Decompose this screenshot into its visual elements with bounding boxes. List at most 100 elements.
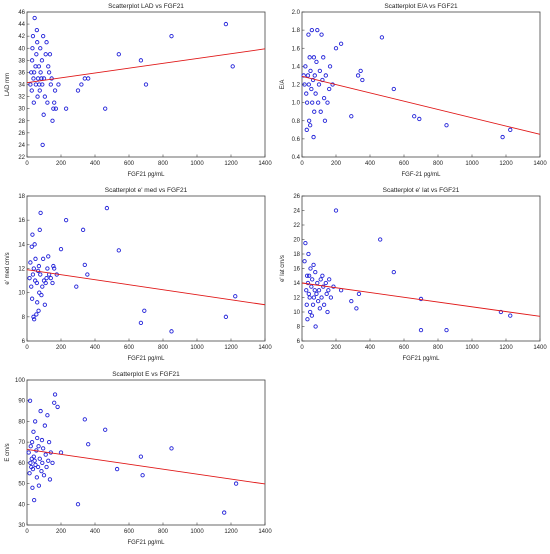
x-tick-label: 600: [124, 529, 135, 535]
x-tick-label: 200: [56, 529, 67, 535]
chart-title: Scatterplot E vs FGF21: [112, 371, 180, 378]
data-point: [338, 41, 344, 46]
y-tick-label: 24: [293, 209, 300, 215]
y-tick-label: 18: [293, 252, 300, 258]
data-point: [34, 475, 40, 480]
data-point: [27, 398, 33, 403]
data-point: [304, 302, 309, 307]
data-point: [308, 266, 313, 271]
data-point: [302, 82, 307, 87]
data-point: [35, 300, 40, 305]
data-point: [31, 429, 36, 434]
data-point: [35, 94, 40, 99]
data-point: [324, 291, 329, 297]
x-tick-label: 0: [300, 161, 304, 167]
data-point: [39, 76, 44, 81]
data-point: [309, 284, 314, 289]
x-axis-label: FGF21 pg/mL: [402, 356, 440, 362]
y-tick-label: 40: [18, 46, 25, 52]
data-point: [379, 35, 385, 40]
y-tick-label: 28: [18, 119, 25, 125]
y-tick-label: 32: [18, 95, 25, 101]
data-point: [31, 317, 37, 322]
data-point: [52, 392, 58, 397]
data-point: [35, 40, 40, 45]
x-tick-label: 1000: [190, 345, 204, 351]
data-point: [412, 114, 417, 119]
regression-line: [301, 75, 541, 135]
data-point: [349, 114, 354, 119]
y-tick-label: 0.8: [292, 119, 301, 125]
y-tick-label: 1.6: [292, 46, 301, 52]
x-tick-label: 1400: [258, 161, 272, 167]
x-tick-label: 800: [158, 529, 169, 535]
x-tick-label: 0: [25, 345, 29, 351]
data-point: [307, 55, 312, 60]
data-point: [42, 302, 47, 307]
data-point: [311, 55, 317, 60]
data-point: [31, 314, 36, 319]
data-point: [169, 329, 174, 334]
regression-line: [301, 282, 541, 317]
data-point: [32, 242, 37, 247]
x-tick-label: 1000: [465, 345, 479, 351]
data-point: [37, 290, 42, 295]
y-tick-label: 0.6: [292, 137, 301, 143]
y-tick-label: 38: [18, 58, 25, 64]
x-tick-label: 1400: [533, 161, 547, 167]
data-point: [30, 466, 36, 472]
data-point: [52, 400, 57, 405]
data-point: [46, 70, 52, 75]
y-tick-label: 42: [18, 34, 25, 40]
x-tick-label: 400: [90, 161, 101, 167]
y-tick-label: 1.4: [292, 64, 301, 70]
data-point: [328, 295, 334, 300]
data-point: [51, 106, 56, 111]
data-point: [29, 58, 35, 63]
data-point: [116, 52, 121, 57]
data-point: [233, 481, 239, 486]
data-point: [316, 288, 322, 293]
x-tick-label: 800: [433, 161, 444, 167]
data-point: [308, 309, 313, 315]
y-tick-label: 26: [293, 194, 300, 200]
data-point: [38, 46, 43, 51]
data-point: [444, 123, 449, 128]
y-tick-label: 14: [293, 281, 300, 287]
chart-title: Scatterplot LAD vs FGF21: [108, 3, 184, 10]
plot-frame: [26, 195, 266, 342]
x-tick-label: 1200: [224, 529, 238, 535]
y-axis-label: e' lat cm/s: [280, 255, 286, 282]
regression-line: [26, 48, 266, 84]
data-point: [306, 32, 311, 37]
data-point: [325, 309, 330, 315]
data-point: [116, 248, 121, 253]
data-point: [30, 232, 35, 237]
x-tick-label: 400: [90, 529, 101, 535]
data-point: [322, 118, 328, 123]
data-point: [104, 205, 110, 211]
data-point: [30, 485, 35, 490]
data-point: [354, 306, 359, 311]
y-tick-label: 46: [18, 10, 25, 16]
chart-elat: Scatterplot e' lat vs FGF21 0 200 400 600 800…: [275, 184, 550, 368]
data-point: [333, 208, 339, 213]
data-point: [86, 442, 91, 447]
data-point: [75, 502, 81, 507]
y-tick-label: 30: [18, 107, 25, 113]
y-tick-label: 10: [18, 291, 25, 297]
data-point: [34, 312, 39, 317]
data-point: [85, 272, 90, 277]
data-point: [43, 452, 48, 457]
data-point: [31, 497, 37, 503]
data-point: [36, 263, 42, 269]
data-point: [35, 464, 41, 470]
data-point: [50, 118, 55, 123]
data-point: [58, 247, 64, 252]
data-point: [498, 309, 504, 315]
data-point: [31, 100, 36, 105]
x-tick-label: 1000: [465, 161, 479, 167]
data-point: [55, 404, 60, 410]
data-point: [304, 273, 310, 278]
data-point: [34, 280, 40, 286]
